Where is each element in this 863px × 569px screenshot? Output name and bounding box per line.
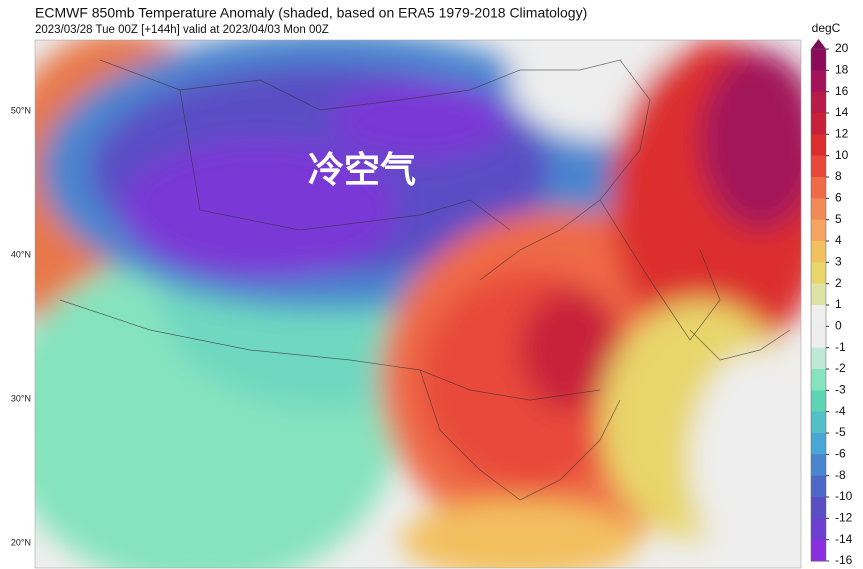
colorbar-box bbox=[811, 241, 826, 263]
colorbar-box bbox=[811, 347, 826, 370]
colorbar-tick-label: 12 bbox=[835, 127, 849, 141]
colorbar-box bbox=[811, 433, 826, 455]
colorbar-tick-label: -8 bbox=[835, 468, 846, 482]
colorbar-tick-label: 5 bbox=[835, 212, 842, 226]
colorbar-unit: degC bbox=[812, 21, 841, 35]
colorbar-tick-label: 16 bbox=[835, 84, 849, 98]
colorbar-box bbox=[811, 49, 826, 71]
colorbar-tick-label: 14 bbox=[835, 105, 849, 119]
colorbar-tick-label: -12 bbox=[835, 511, 853, 525]
colorbar-box bbox=[811, 198, 826, 221]
colorbar-tick-label: 18 bbox=[835, 63, 849, 77]
colorbar-box bbox=[811, 475, 826, 498]
colorbar-tick-label: -10 bbox=[835, 489, 853, 503]
colorbar-tick-label: 6 bbox=[835, 191, 842, 205]
colorbar-tick-label: -6 bbox=[835, 447, 846, 461]
colorbar-box bbox=[811, 134, 826, 157]
lat-label: 40°N bbox=[11, 249, 31, 259]
title: ECMWF 850mb Temperature Anomaly (shaded,… bbox=[35, 5, 587, 21]
lat-label: 20°N bbox=[11, 537, 31, 547]
lat-label: 50°N bbox=[11, 105, 31, 115]
colorbar-tick-label: 4 bbox=[835, 233, 842, 247]
colorbar-box bbox=[811, 326, 826, 349]
colorbar-box bbox=[811, 177, 826, 199]
colorbar-tick-label: 8 bbox=[835, 169, 842, 183]
colorbar-box bbox=[811, 518, 826, 541]
colorbar-tick-label: -2 bbox=[835, 361, 846, 375]
colorbar-tick-label: -4 bbox=[835, 404, 846, 418]
colorbar-tick-label: 1 bbox=[835, 297, 842, 311]
colorbar-box bbox=[811, 369, 826, 391]
colorbar-box bbox=[811, 454, 826, 477]
colorbar-box bbox=[811, 113, 826, 135]
subtitle: 2023/03/28 Tue 00Z [+144h] valid at 2023… bbox=[35, 24, 329, 36]
colorbar-box bbox=[811, 390, 826, 413]
colorbar-box bbox=[811, 283, 826, 306]
colorbar-box bbox=[811, 262, 826, 285]
colorbar-tick-label: -16 bbox=[835, 553, 853, 567]
colorbar-box bbox=[811, 155, 826, 178]
colorbar-tick-label: 20 bbox=[835, 41, 849, 55]
lat-label: 30°N bbox=[11, 393, 31, 403]
colorbar-tick-label: -5 bbox=[835, 425, 846, 439]
colorbar-box bbox=[811, 70, 826, 93]
colorbar-box bbox=[811, 497, 826, 519]
colorbar-box bbox=[811, 539, 826, 562]
colorbar-box bbox=[811, 219, 826, 242]
colorbar-box bbox=[811, 411, 826, 434]
colorbar-tick-label: 3 bbox=[835, 255, 842, 269]
colorbar-tick-label: 2 bbox=[835, 276, 842, 290]
colorbar-box bbox=[811, 305, 826, 327]
colorbar-tick-label: 0 bbox=[835, 319, 842, 333]
annotation: 冷空气 bbox=[308, 150, 416, 191]
colorbar-tick-label: 10 bbox=[835, 148, 849, 162]
colorbar-box bbox=[811, 91, 826, 114]
colorbar-tick-label: -3 bbox=[835, 383, 846, 397]
map: 冷空气 bbox=[35, 40, 801, 568]
colorbar-tick-label: -14 bbox=[835, 532, 853, 546]
colorbar-extend bbox=[811, 39, 826, 49]
colorbar-tick-label: -1 bbox=[835, 340, 846, 354]
